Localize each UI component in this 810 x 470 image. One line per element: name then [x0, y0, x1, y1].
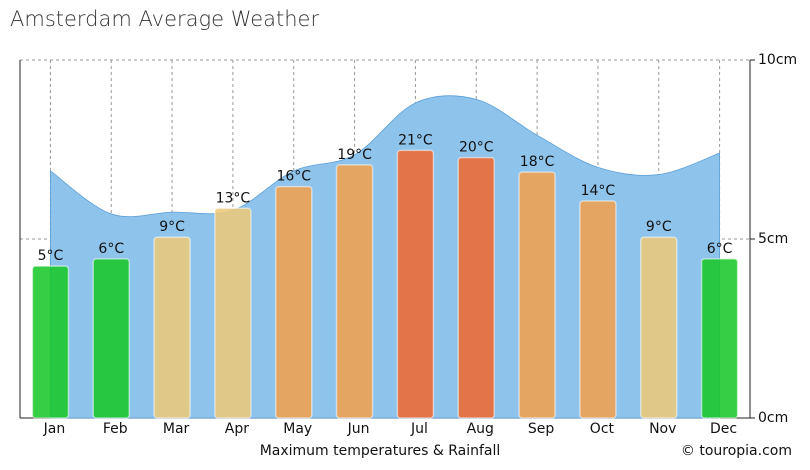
value-label: 18°C: [520, 154, 555, 170]
value-label: 5°C: [38, 248, 64, 264]
x-tick-label: Mar: [163, 421, 190, 437]
bar: [153, 236, 191, 419]
x-tick-label: Jan: [43, 421, 66, 437]
bar: [214, 207, 252, 419]
label-layer: 0cm 5cm 10cm 5°C Jan 6°C Feb 9°C Mar 13°C Apr 16°C M…: [38, 52, 798, 437]
value-label: 9°C: [159, 219, 185, 235]
x-tick-label: Nov: [649, 421, 676, 437]
x-tick-label: May: [283, 421, 312, 437]
bar: [640, 236, 678, 419]
y2-tick-label: 5cm: [758, 231, 788, 247]
bar: [700, 258, 739, 419]
bar: [396, 149, 435, 419]
bar: [335, 164, 374, 419]
x-tick-label: Dec: [710, 421, 737, 437]
x-tick-label: Jun: [347, 421, 370, 437]
value-label: 9°C: [646, 219, 672, 235]
y2-tick-label: 0cm: [758, 410, 788, 426]
value-label: 21°C: [398, 132, 433, 148]
x-axis-title: Maximum temperatures & Rainfall: [260, 443, 501, 459]
y2-tick-label: 10cm: [758, 52, 797, 68]
rainfall-area: [50, 95, 720, 419]
value-label: 14°C: [581, 183, 616, 199]
rainfall-layer: [50, 95, 720, 419]
x-tick-label: Oct: [590, 421, 615, 437]
x-tick-label: Aug: [467, 421, 494, 437]
x-tick-label: Sep: [528, 421, 555, 437]
value-label: 16°C: [276, 169, 311, 185]
chart-title: Amsterdam Average Weather: [10, 7, 319, 31]
x-tick-label: Apr: [225, 421, 249, 437]
bar: [579, 200, 617, 419]
value-label: 19°C: [337, 147, 372, 163]
x-tick-label: Jul: [410, 421, 428, 437]
bar: [457, 156, 495, 419]
value-label: 6°C: [707, 241, 733, 257]
bar: [518, 171, 556, 419]
value-label: 13°C: [216, 190, 251, 206]
x-tick-label: Feb: [103, 421, 128, 437]
bar: [31, 265, 70, 419]
bar-layer: [31, 149, 739, 419]
bar: [275, 185, 313, 419]
bar: [92, 258, 130, 419]
credit: © touropia.com: [681, 443, 792, 459]
value-label: 6°C: [98, 241, 124, 257]
value-label: 20°C: [459, 140, 494, 156]
